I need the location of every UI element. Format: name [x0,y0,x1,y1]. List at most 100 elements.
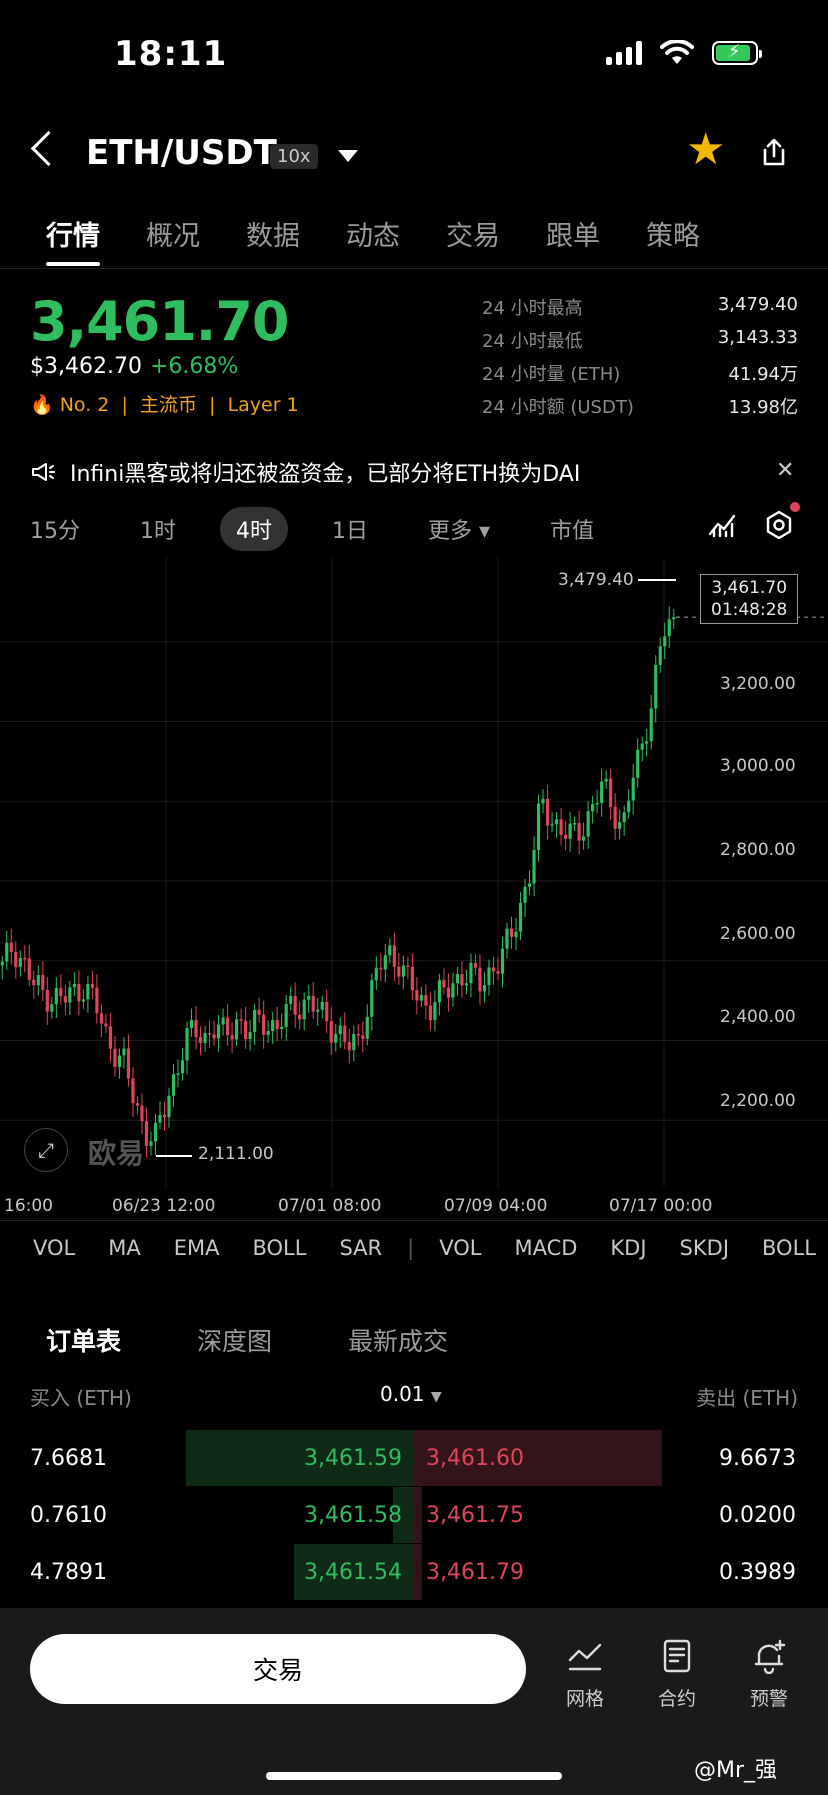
orderbook-row[interactable]: 4.7891 3,461.54 3,461.79 0.3989 [0,1544,828,1600]
precision-value: 0.01 [380,1382,425,1406]
interval-more[interactable]: 更多 ▾ [428,519,491,544]
tab-copytrade[interactable]: 跟单 [546,221,600,252]
futures-button[interactable]: 合约 [642,1638,712,1711]
indicator-ema[interactable]: EMA [173,1236,220,1260]
x-tick-label: 16:00 [4,1196,53,1216]
grid-button[interactable]: 网格 [550,1638,620,1711]
y-tick-label: 2,400.00 [720,1007,796,1027]
news-ticker[interactable]: Infini黑客或将归还被盗资金，已部分将ETH换为DAI [30,456,580,488]
indicator-ma[interactable]: MA [108,1236,141,1260]
tab-depth[interactable]: 深度图 [197,1327,273,1356]
candle-body [0,961,4,966]
candle-body [618,822,622,829]
interval-market-cap[interactable]: 市值 [550,519,595,544]
ask-depth-bar [414,1487,422,1543]
candle-body [81,999,85,1002]
share-icon[interactable] [760,138,788,166]
ask-price[interactable]: 3,461.60 [426,1446,524,1471]
y-tick-label: 2,600.00 [720,924,796,944]
favorite-star-icon[interactable]: ★ [686,124,726,175]
settings-icon[interactable] [764,510,794,540]
ask-price[interactable]: 3,461.79 [426,1560,524,1585]
layer-tag[interactable]: Layer 1 [227,394,299,416]
fullscreen-expand-icon[interactable]: ⤢ [24,1128,68,1172]
home-indicator[interactable] [266,1772,562,1780]
bid-price[interactable]: 3,461.59 [304,1446,402,1471]
candle-body [320,1001,324,1010]
tab-market[interactable]: 行情 [46,221,100,252]
tab-recent-trades[interactable]: 最新成交 [348,1327,449,1356]
stat-row: 24 小时量 (ETH) 41.94万 [482,360,798,393]
candle-body [86,983,90,1000]
candle-body [428,1005,432,1021]
candle-body [600,781,604,803]
alert-button[interactable]: 预警 [734,1638,804,1711]
contract-icon [663,1639,691,1673]
candle-body [149,1141,153,1146]
precision-select[interactable]: 0.01 ▼ [380,1382,442,1406]
indicator-kdj[interactable]: KDJ [610,1236,647,1260]
candle-body [198,1037,203,1044]
candle-body [478,967,482,992]
candle-body [379,967,383,970]
candle-body [582,836,586,841]
category-tag[interactable]: 主流币 [139,394,197,416]
tab-data[interactable]: 数据 [246,221,300,252]
indicator-sub-vol[interactable]: VOL [439,1236,482,1260]
candle-body [654,664,658,709]
interval-4h[interactable]: 4时 [220,507,288,551]
candle-body [410,966,414,991]
indicator-boll[interactable]: BOLL [252,1236,307,1260]
candle-body [72,983,76,988]
candle-body [595,802,599,805]
orderbook-row[interactable]: 7.6681 3,461.59 3,461.60 9.6673 [0,1430,828,1486]
candle-body [41,975,45,990]
back-icon[interactable] [30,130,67,167]
bid-price[interactable]: 3,461.58 [304,1503,402,1528]
tab-overview[interactable]: 概况 [146,221,200,252]
rank-tag[interactable]: No. 2 [59,394,110,416]
candle-body [627,800,631,813]
candle-body [77,983,81,1002]
candle-body [27,958,31,980]
indicator-sar[interactable]: SAR [339,1236,383,1260]
tag-separator: | [203,394,222,416]
tab-strategy[interactable]: 策略 [646,221,700,252]
pair-title[interactable]: ETH/USDT [86,133,277,173]
tab-news[interactable]: 动态 [346,221,400,252]
ask-price[interactable]: 3,461.75 [426,1503,524,1528]
indicator-vol[interactable]: VOL [33,1236,76,1260]
candle-body [469,962,473,984]
candle-body [564,834,568,839]
indicator-macd[interactable]: MACD [514,1236,578,1260]
candle-body [451,983,455,998]
trade-button[interactable]: 交易 [30,1634,526,1704]
candle-body [162,1114,167,1118]
candle-body [455,974,460,984]
price-chart[interactable] [0,558,828,1190]
indicator-icon[interactable] [708,512,736,538]
candle-body [554,819,559,825]
tab-orderbook[interactable]: 订单表 [46,1327,122,1356]
interval-1d[interactable]: 1日 [332,519,368,544]
candle-body [365,1016,369,1039]
candle-body [591,804,595,812]
tab-trade[interactable]: 交易 [446,221,500,252]
candle-body [144,1121,149,1146]
indicator-sub-boll[interactable]: BOLL [762,1236,816,1260]
indicator-skdj[interactable]: SKDJ [679,1236,730,1260]
news-text[interactable]: Infini黑客或将归还被盗资金，已部分将ETH换为DAI [70,462,581,487]
candle-body [45,989,49,1012]
candle-body [189,1020,194,1029]
candle-body [424,994,428,1006]
close-icon[interactable]: ✕ [776,458,795,483]
interval-1h[interactable]: 1时 [140,519,176,544]
interval-15m[interactable]: 15分 [30,519,80,544]
candle-body [275,1019,279,1030]
candle-body [631,777,635,801]
orderbook-row[interactable]: 0.7610 3,461.58 3,461.75 0.0200 [0,1487,828,1543]
last-price-box: 3,461.70 01:48:28 [700,574,799,624]
cellular-signal-icon [606,41,642,65]
chevron-down-icon[interactable] [338,150,358,162]
bid-price[interactable]: 3,461.54 [304,1560,402,1585]
